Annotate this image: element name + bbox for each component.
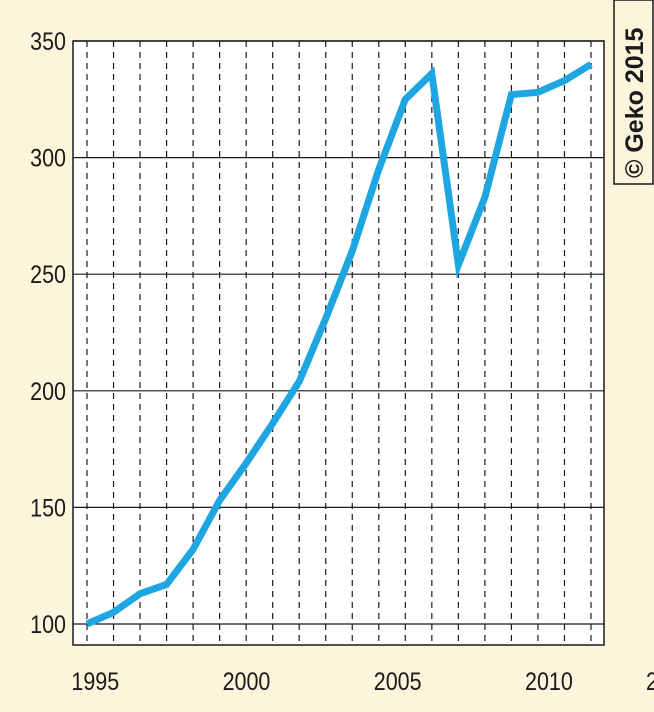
copyright-credit: © Geko 2015 xyxy=(613,0,654,185)
plot-background xyxy=(73,41,604,645)
credit-text: © Geko 2015 xyxy=(621,27,649,178)
y-tick-label: 350 xyxy=(30,27,66,55)
y-tick-label: 150 xyxy=(30,494,66,522)
y-tick-label: 300 xyxy=(30,144,66,172)
series-group xyxy=(85,61,593,628)
y-axis-tick-labels: 100 150 200 250 300 350 xyxy=(30,27,66,638)
x-tick-label: 2010 xyxy=(525,667,573,695)
y-tick-label: 250 xyxy=(30,261,66,289)
credit-box xyxy=(613,0,654,185)
x-tick-label: 1995 xyxy=(71,667,119,695)
x-tick-label: 2000 xyxy=(223,667,271,695)
x-tick-label: 2005 xyxy=(374,667,422,695)
x-axis-tick-labels: 1995 2000 2005 2010 2014 xyxy=(71,667,654,695)
grid xyxy=(73,40,604,645)
y-tick-label: 100 xyxy=(30,610,66,638)
series-line xyxy=(85,61,593,628)
y-tick-label: 200 xyxy=(30,377,66,405)
plot-frame xyxy=(72,40,605,646)
x-tick-label: 2014 xyxy=(646,667,654,695)
